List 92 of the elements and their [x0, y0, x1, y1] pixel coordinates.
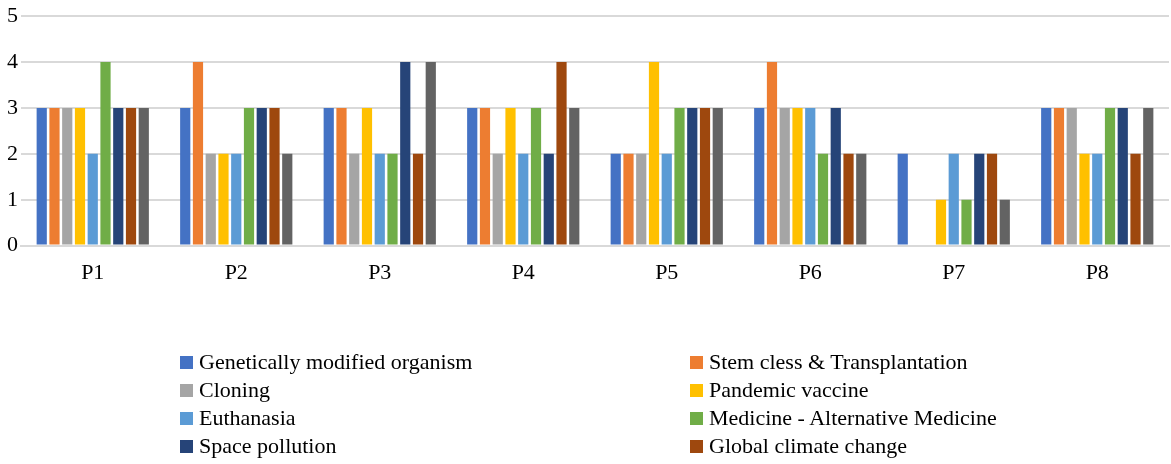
legend-label: Global climate change [709, 432, 907, 460]
bar [374, 153, 385, 245]
bar [623, 153, 634, 245]
bar [205, 153, 216, 245]
bar [830, 107, 841, 245]
bar [113, 107, 124, 245]
bar [49, 107, 60, 245]
bar [648, 62, 660, 245]
bar [1117, 107, 1128, 245]
bar [805, 107, 816, 245]
bar [661, 153, 672, 245]
bar [269, 107, 280, 245]
bar [323, 107, 334, 245]
bar [817, 153, 829, 245]
legend-label: Medicine - Alternative Medicine [709, 404, 997, 432]
bar [754, 107, 765, 245]
x-tick-label: P3 [368, 258, 392, 284]
bar [999, 199, 1010, 245]
bar [218, 153, 229, 245]
bar [674, 107, 685, 245]
bar [569, 107, 580, 245]
bar [610, 153, 621, 245]
y-tick-label: 5 [7, 1, 18, 27]
bar [100, 62, 111, 245]
bar [856, 153, 867, 245]
bar [1130, 153, 1141, 245]
bar [492, 153, 503, 245]
bar [1143, 107, 1154, 245]
bar [1066, 107, 1077, 245]
bar [138, 107, 149, 245]
legend-label: Genetically modified organism [199, 348, 473, 376]
x-tick-label: P7 [942, 258, 966, 284]
bar [87, 153, 98, 245]
bar [180, 107, 191, 245]
legend-label: Space pollution [199, 432, 337, 460]
bar [387, 153, 398, 245]
bar [62, 107, 73, 245]
bar [518, 153, 529, 245]
bar [543, 153, 554, 245]
bar [361, 107, 373, 245]
bar [425, 62, 436, 245]
bar [1104, 107, 1116, 245]
bar [961, 199, 972, 245]
legend-label: Euthanasia [199, 404, 296, 432]
bar [843, 153, 854, 245]
y-tick-label: 1 [7, 185, 18, 211]
bar [766, 62, 778, 245]
bar [231, 153, 242, 245]
legend-label: Pandemic vaccine [709, 376, 869, 404]
bar [467, 107, 478, 245]
bar [125, 107, 137, 245]
bar [349, 153, 360, 245]
y-tick-label: 2 [7, 139, 18, 165]
bar [74, 107, 86, 245]
bar [935, 199, 947, 245]
bar [243, 107, 255, 245]
x-tick-label: P1 [81, 258, 105, 284]
bar [530, 107, 542, 245]
bar [636, 153, 647, 245]
y-tick-label: 4 [7, 47, 18, 73]
bar [712, 107, 723, 245]
bar [400, 62, 411, 245]
x-tick-label: P2 [224, 258, 248, 284]
bar [36, 107, 47, 245]
bar [1053, 107, 1065, 245]
bar [336, 107, 347, 245]
y-tick-label: 3 [7, 93, 18, 119]
bar [192, 62, 204, 245]
bar [479, 107, 491, 245]
x-tick-label: P5 [655, 258, 679, 284]
bar [948, 153, 959, 245]
bar [282, 153, 293, 245]
bar [1092, 153, 1103, 245]
bar [1079, 153, 1090, 245]
bar [779, 107, 790, 245]
bar [1041, 107, 1052, 245]
bar [974, 153, 985, 245]
bar [256, 107, 267, 245]
bar [505, 107, 516, 245]
bar [556, 62, 567, 245]
bar [897, 153, 908, 245]
bar [687, 107, 698, 245]
bar [699, 107, 711, 245]
x-tick-label: P6 [798, 258, 822, 284]
x-tick-label: P4 [511, 258, 535, 284]
bar [986, 153, 998, 245]
bar [412, 153, 424, 245]
y-tick-label: 0 [7, 231, 18, 257]
legend-label: Stem cless & Transplantation [709, 348, 968, 376]
legend-label: Cloning [199, 376, 270, 404]
bar [792, 107, 803, 245]
x-tick-label: P8 [1085, 258, 1109, 284]
